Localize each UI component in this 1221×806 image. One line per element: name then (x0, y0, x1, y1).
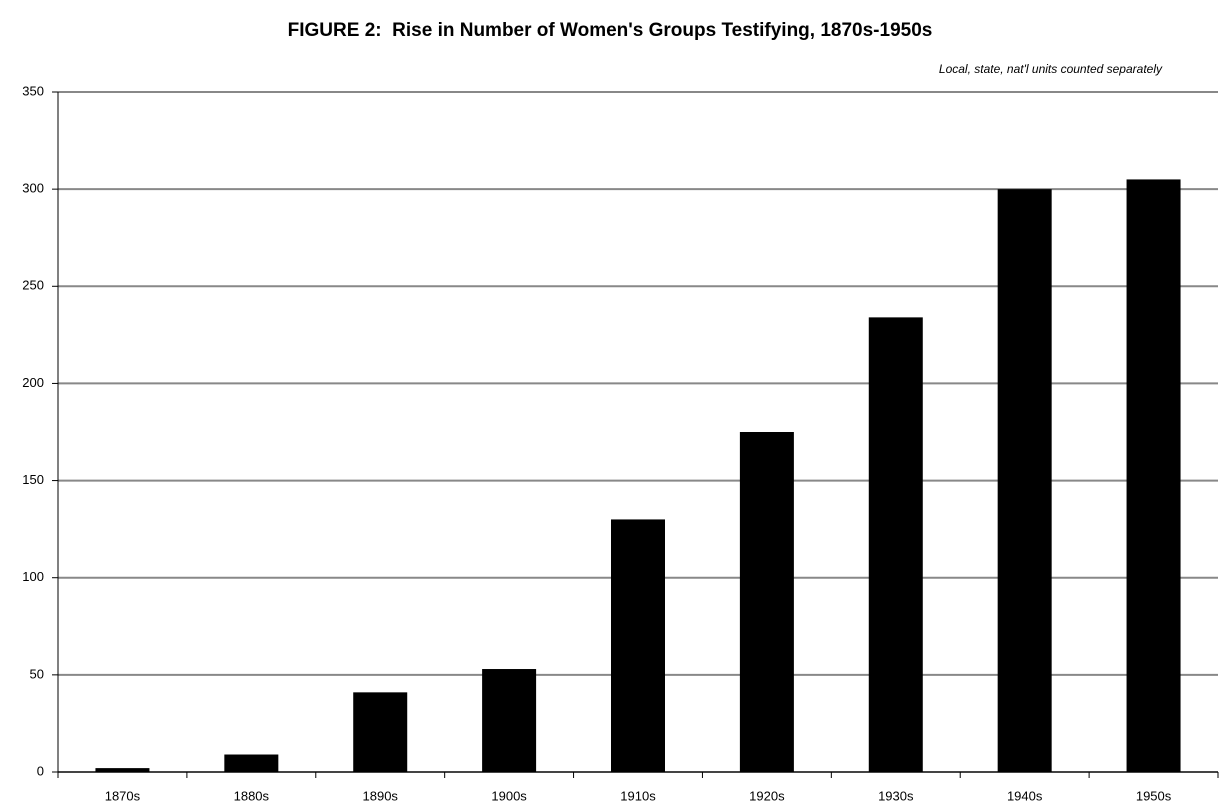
x-tick-label: 1950s (1136, 788, 1172, 803)
bar (997, 189, 1052, 773)
x-tick-label: 1930s (878, 788, 914, 803)
bar (224, 754, 279, 772)
x-tick-label: 1910s (620, 788, 656, 803)
annotation: Local, state, nat'l units counted separa… (939, 62, 1163, 76)
y-tick-label: 250 (22, 278, 44, 293)
bar (1126, 179, 1181, 772)
y-tick-label: 100 (22, 569, 44, 584)
x-tick-label: 1920s (749, 788, 785, 803)
y-tick-label: 0 (37, 763, 44, 778)
y-tick-label: 300 (22, 181, 44, 196)
x-tick-label: 1880s (234, 788, 270, 803)
chart-title: FIGURE 2: Rise in Number of Women's Grou… (288, 20, 933, 41)
bar (482, 669, 537, 772)
x-tick-label: 1940s (1007, 788, 1043, 803)
bar (868, 317, 923, 772)
y-tick-label: 150 (22, 472, 44, 487)
bar (95, 768, 150, 772)
bar (739, 432, 794, 772)
x-tick-label: 1870s (105, 788, 141, 803)
y-tick-label: 50 (30, 666, 44, 681)
y-tick-label: 350 (22, 83, 44, 98)
bar (611, 519, 665, 772)
bar (353, 692, 408, 772)
y-tick-label: 200 (22, 375, 44, 390)
x-tick-label: 1890s (363, 788, 399, 803)
x-tick-label: 1900s (491, 788, 527, 803)
